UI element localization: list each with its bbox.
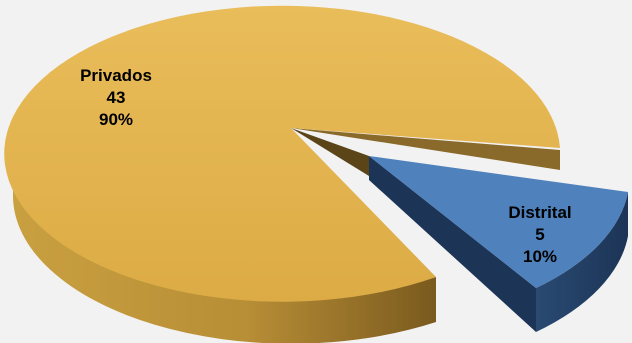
pie-slice-distrital-rim <box>536 192 628 332</box>
data-label-distrital-percent: 10% <box>523 247 557 266</box>
pie-slice-privados-side <box>12 150 436 343</box>
data-label-distrital-name: Distrital <box>508 203 571 222</box>
pie-slice-privados <box>4 5 560 302</box>
pie-slice-distrital-side <box>369 156 536 332</box>
pie-slice-privados-notch-shadow <box>291 128 369 176</box>
data-label-privados-value: 43 <box>107 88 126 107</box>
pie-slice-distrital <box>369 156 628 288</box>
data-label-distrital-value: 5 <box>535 225 544 244</box>
pie-slice-privados-cut-face <box>291 128 560 170</box>
data-label-privados-name: Privados <box>80 66 152 85</box>
data-label-privados-percent: 90% <box>99 110 133 129</box>
